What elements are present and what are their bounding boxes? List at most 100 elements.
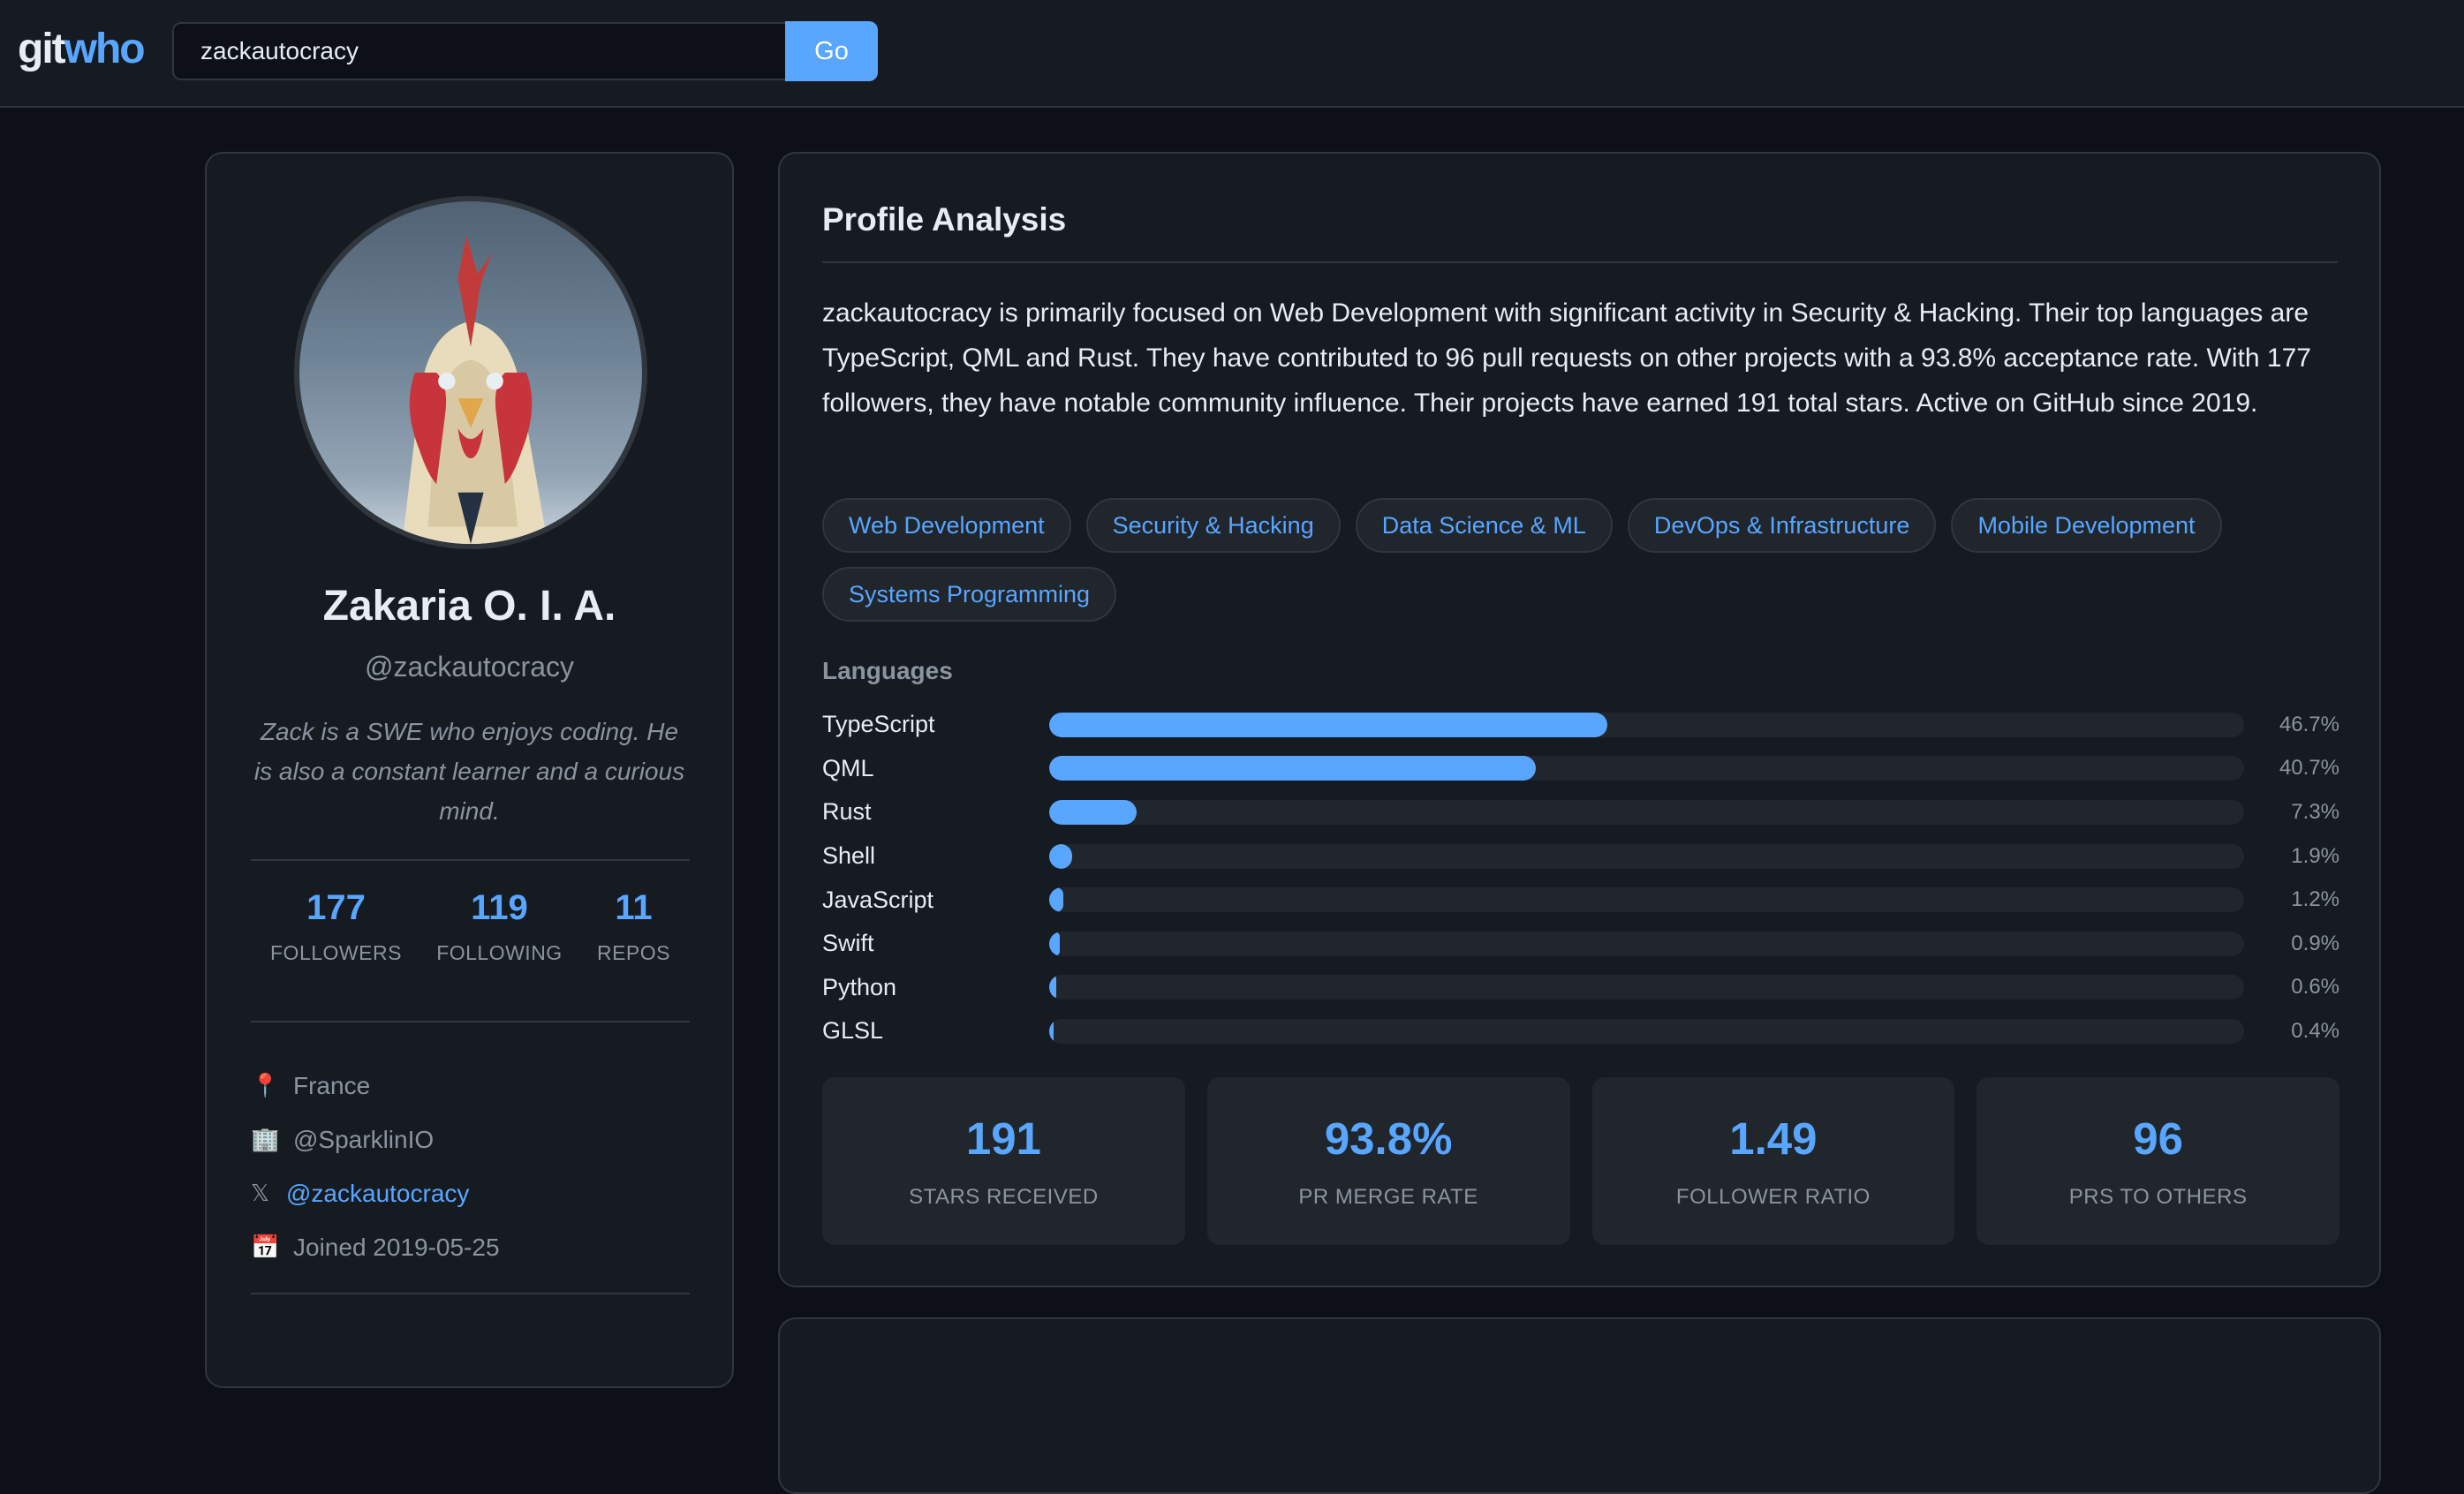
language-bar-fill	[1049, 712, 1607, 737]
tag-mobile-development[interactable]: Mobile Development	[1951, 498, 2222, 553]
rooster-avatar-icon	[402, 235, 548, 544]
language-bar-track	[1049, 756, 2244, 781]
logo-who: who	[64, 26, 146, 72]
divider	[251, 1021, 690, 1022]
language-name: Swift	[822, 930, 874, 957]
language-name: Shell	[822, 842, 876, 870]
language-row: Swift 0.9%	[822, 922, 2339, 966]
language-name: Rust	[822, 798, 872, 826]
language-name: Python	[822, 973, 897, 1000]
username-search-input[interactable]	[172, 22, 785, 80]
username-handle: @zackautocracy	[364, 651, 574, 683]
language-bar-fill	[1049, 756, 1536, 781]
language-percent: 7.3%	[2291, 799, 2339, 824]
profile-card: Zakaria O. I. A. @zackautocracy Zack is …	[205, 152, 734, 1388]
language-percent: 1.2%	[2291, 887, 2339, 912]
next-panel	[778, 1317, 2381, 1494]
language-name: TypeScript	[822, 711, 935, 738]
location-row: 📍 France	[251, 1059, 690, 1113]
avatar	[294, 196, 647, 549]
divider	[251, 859, 690, 861]
metric-label: STARS RECEIVED	[909, 1185, 1099, 1209]
language-percent: 1.9%	[2291, 843, 2339, 868]
divider	[822, 261, 2338, 263]
twitter-link[interactable]: @zackautocracy	[286, 1179, 470, 1207]
bio-text: Zack is a SWE who enjoys coding. He is a…	[253, 718, 685, 825]
profile-meta: 📍 France 🏢 @SparklinIO 𝕏 @zackautocracy …	[251, 1059, 690, 1274]
tag-security-hacking[interactable]: Security & Hacking	[1085, 498, 1341, 553]
language-bar-track	[1049, 975, 2244, 1000]
calendar-icon: 📅	[251, 1234, 280, 1260]
metric-value: 93.8%	[1324, 1113, 1453, 1164]
metric-value: 1.49	[1729, 1113, 1818, 1164]
location-text: France	[293, 1071, 371, 1099]
stat-label: FOLLOWERS	[270, 941, 402, 964]
language-percent: 0.9%	[2291, 931, 2339, 955]
joined-text: Joined 2019-05-25	[293, 1233, 500, 1261]
metric-label: PR MERGE RATE	[1298, 1185, 1478, 1209]
metric-follower-ratio: 1.49 FOLLOWER RATIO	[1591, 1077, 1955, 1245]
gitwho-logo[interactable]: gitwho	[18, 23, 146, 76]
profile-analysis-panel: Profile Analysis zackautocracy is primar…	[778, 152, 2381, 1287]
metric-label: PRS TO OTHERS	[2068, 1185, 2248, 1209]
joined-row: 📅 Joined 2019-05-25	[251, 1220, 690, 1274]
language-bar-track	[1049, 712, 2244, 737]
languages-heading: Languages	[822, 657, 953, 684]
language-bar-fill	[1049, 799, 1137, 825]
stat-label: FOLLOWING	[436, 941, 563, 964]
language-bar-track	[1049, 931, 2244, 956]
stat-following[interactable]: 119 FOLLOWING	[436, 887, 563, 965]
metric-pr-merge-rate: 93.8% PR MERGE RATE	[1206, 1077, 1570, 1245]
language-row: TypeScript 46.7%	[822, 703, 2339, 747]
twitter-row: 𝕏 @zackautocracy	[251, 1166, 690, 1220]
top-bar: gitwho Go	[0, 0, 2464, 108]
language-row: JavaScript 1.2%	[822, 878, 2339, 922]
metric-cards: 191 STARS RECEIVED 93.8% PR MERGE RATE 1…	[822, 1077, 2339, 1245]
tag-devops-infrastructure[interactable]: DevOps & Infrastructure	[1627, 498, 1937, 553]
company-row: 🏢 @SparklinIO	[251, 1113, 690, 1166]
stat-label: REPOS	[596, 941, 670, 964]
tag-web-development[interactable]: Web Development	[822, 498, 1071, 553]
building-icon: 🏢	[251, 1126, 280, 1152]
language-name: GLSL	[822, 1017, 884, 1045]
language-name: QML	[822, 754, 874, 781]
metric-value: 191	[965, 1113, 1041, 1164]
metric-prs-to-others: 96 PRS TO OTHERS	[1976, 1077, 2339, 1245]
language-row: QML 40.7%	[822, 747, 2339, 791]
language-bar-track	[1049, 1018, 2244, 1044]
profile-stats: 177 FOLLOWERS 119 FOLLOWING 11 REPOS	[251, 887, 690, 965]
language-row: Python 0.6%	[822, 966, 2339, 1010]
go-button[interactable]: Go	[785, 21, 878, 81]
company-text: @SparklinIO	[293, 1125, 435, 1153]
tag-systems-programming[interactable]: Systems Programming	[822, 567, 1117, 622]
language-bar-track	[1049, 887, 2244, 913]
metric-label: FOLLOWER RATIO	[1675, 1185, 1871, 1209]
logo-git: git	[18, 26, 66, 72]
language-bar-fill	[1049, 975, 1057, 1000]
pin-icon: 📍	[251, 1072, 280, 1098]
interest-tags: Web Development Security & Hacking Data …	[822, 498, 2341, 622]
section-title: Profile Analysis	[822, 201, 1067, 238]
stat-value: 177	[306, 888, 366, 927]
language-bar-fill	[1049, 1018, 1054, 1044]
language-bar-fill	[1049, 843, 1072, 869]
metric-stars-received: 191 STARS RECEIVED	[822, 1077, 1185, 1245]
language-percent: 0.6%	[2291, 975, 2339, 1000]
divider	[251, 1293, 690, 1294]
tag-data-science-ml[interactable]: Data Science & ML	[1355, 498, 1613, 553]
stat-followers[interactable]: 177 FOLLOWERS	[270, 887, 402, 965]
language-percent: 40.7%	[2279, 756, 2339, 781]
languages-list: TypeScript 46.7% QML 40.7% Rust 7.3% Shell 1…	[822, 703, 2339, 1053]
language-percent: 0.4%	[2291, 1018, 2339, 1043]
language-percent: 46.7%	[2279, 712, 2339, 736]
stat-repos[interactable]: 11 REPOS	[597, 887, 670, 965]
stat-value: 11	[615, 888, 653, 927]
language-bar-track	[1049, 843, 2244, 869]
language-row: Rust 7.3%	[822, 790, 2339, 834]
language-row: GLSL 0.4%	[822, 1009, 2339, 1053]
language-bar-fill	[1049, 887, 1064, 913]
language-bar-track	[1049, 799, 2244, 825]
x-logo-icon: 𝕏	[251, 1180, 269, 1206]
language-row: Shell 1.9%	[822, 834, 2339, 879]
language-name: JavaScript	[822, 886, 934, 913]
